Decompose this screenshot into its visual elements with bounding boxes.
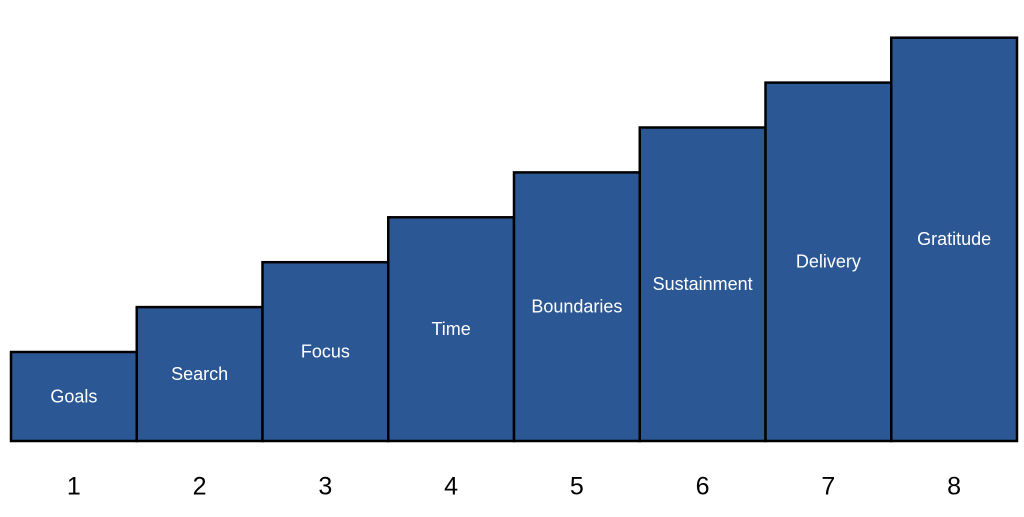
step-number: 1	[67, 473, 81, 501]
step	[387, 216, 516, 443]
step-label: Delivery	[796, 252, 861, 272]
step-label: Time	[431, 319, 470, 339]
step	[890, 36, 1019, 443]
step	[764, 81, 893, 443]
step-label: Boundaries	[531, 296, 622, 316]
step-label: Sustainment	[653, 274, 753, 294]
step	[261, 260, 390, 443]
step-number: 6	[696, 473, 710, 501]
step	[638, 126, 767, 443]
step-number: 3	[318, 473, 332, 501]
step	[512, 171, 641, 443]
step-label: Goals	[50, 386, 97, 406]
step-number: 2	[193, 473, 207, 501]
step-number: 7	[821, 473, 835, 501]
step-label: Search	[171, 364, 228, 384]
step-label: Focus	[301, 341, 350, 361]
step	[135, 305, 264, 443]
step-number: 8	[947, 473, 961, 501]
step-label: Gratitude	[917, 229, 991, 249]
step-number: 5	[570, 473, 584, 501]
step	[9, 350, 138, 443]
step-number: 4	[444, 473, 458, 501]
